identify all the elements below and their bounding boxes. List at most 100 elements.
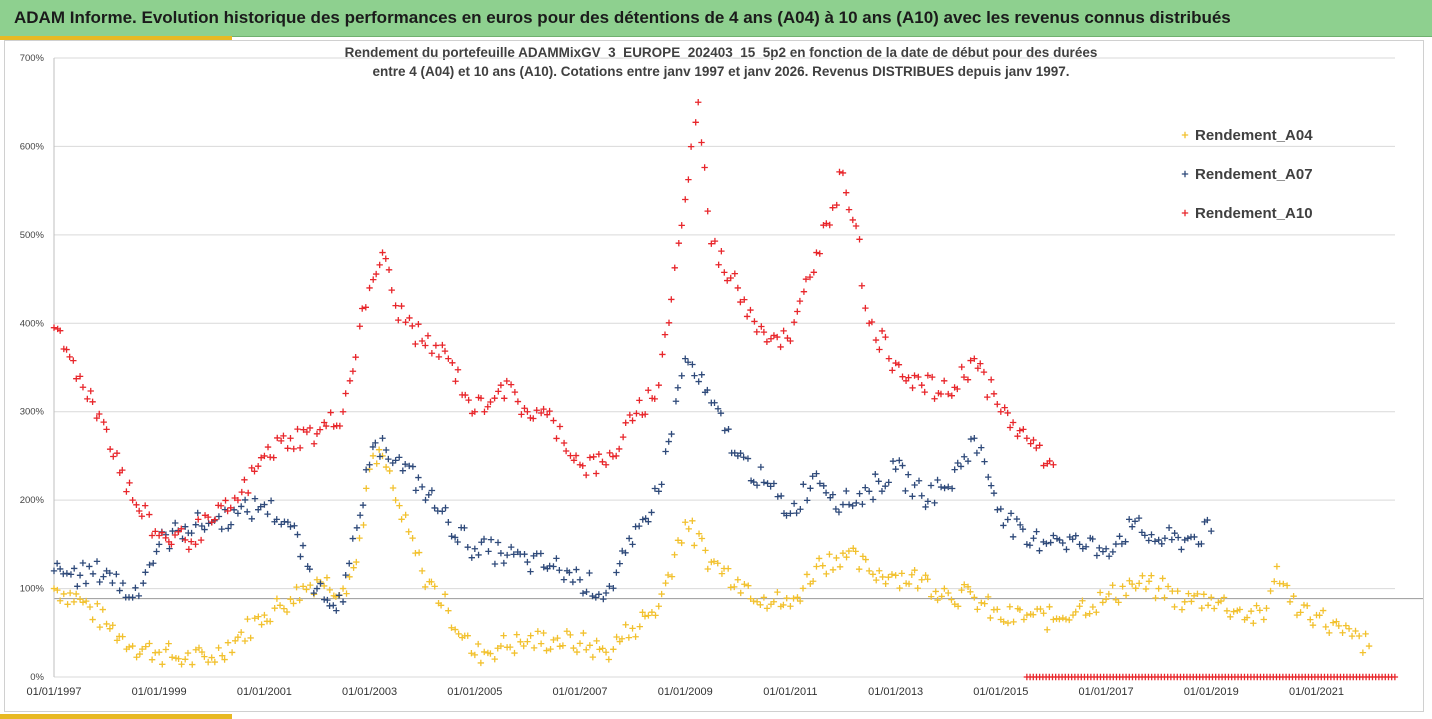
data-point bbox=[622, 419, 629, 427]
data-point bbox=[511, 388, 519, 396]
data-point bbox=[330, 423, 337, 430]
data-point bbox=[815, 555, 823, 562]
data-point bbox=[182, 656, 189, 663]
data-point bbox=[964, 583, 972, 591]
data-point bbox=[751, 318, 758, 325]
data-point bbox=[928, 373, 936, 381]
data-point bbox=[905, 374, 912, 381]
data-point bbox=[931, 395, 938, 402]
data-point bbox=[518, 411, 525, 418]
data-point bbox=[570, 644, 577, 652]
data-point bbox=[527, 632, 534, 639]
data-point bbox=[155, 541, 163, 548]
data-point bbox=[1006, 603, 1014, 610]
chart-area: Rendement du portefeuille ADAMMixGV_3_EU… bbox=[4, 40, 1424, 712]
data-point bbox=[770, 598, 778, 605]
data-point bbox=[833, 201, 840, 209]
accent-bar-bottom bbox=[0, 714, 232, 719]
data-point bbox=[481, 648, 488, 656]
data-point bbox=[165, 640, 172, 647]
data-point bbox=[109, 622, 116, 629]
data-point bbox=[211, 516, 219, 523]
data-point bbox=[491, 560, 499, 568]
data-point bbox=[619, 547, 626, 555]
data-point bbox=[79, 559, 87, 567]
data-point bbox=[100, 418, 107, 426]
data-point bbox=[790, 595, 797, 602]
data-point bbox=[296, 596, 303, 604]
data-point bbox=[595, 591, 603, 598]
data-point bbox=[668, 573, 676, 580]
data-point bbox=[273, 595, 281, 602]
data-point bbox=[1004, 409, 1011, 417]
data-point bbox=[297, 553, 304, 560]
data-point bbox=[530, 644, 538, 652]
data-point bbox=[689, 361, 696, 368]
data-point bbox=[299, 542, 307, 549]
data-point bbox=[1135, 514, 1143, 522]
data-point bbox=[651, 485, 659, 492]
data-point bbox=[96, 410, 103, 418]
data-point bbox=[96, 578, 103, 586]
data-point bbox=[1185, 590, 1192, 597]
data-point bbox=[1190, 592, 1198, 600]
data-point bbox=[287, 523, 294, 530]
data-point bbox=[284, 518, 292, 526]
data-point bbox=[395, 316, 402, 324]
data-point bbox=[230, 506, 238, 513]
data-point bbox=[1069, 611, 1077, 619]
data-point bbox=[911, 481, 918, 489]
data-point bbox=[465, 396, 472, 404]
data-point bbox=[320, 582, 328, 590]
data-point bbox=[562, 447, 570, 455]
data-point bbox=[836, 563, 844, 571]
data-point bbox=[1102, 595, 1110, 603]
data-point bbox=[856, 236, 863, 243]
x-tick-label: 01/01/2021 bbox=[1289, 686, 1344, 698]
data-point bbox=[435, 353, 443, 361]
data-point bbox=[556, 567, 563, 574]
y-tick-label: 600% bbox=[20, 141, 45, 152]
data-point bbox=[994, 401, 1001, 408]
data-point bbox=[582, 471, 590, 479]
data-point bbox=[439, 508, 446, 515]
legend-marker-Rendement_A10 bbox=[1181, 209, 1189, 217]
x-tick-label: 01/01/1999 bbox=[132, 686, 187, 698]
data-point bbox=[306, 424, 314, 432]
data-point bbox=[497, 381, 505, 389]
data-point bbox=[382, 446, 390, 454]
data-point bbox=[889, 367, 896, 374]
data-point bbox=[452, 378, 459, 385]
data-point bbox=[704, 207, 711, 215]
data-point bbox=[300, 426, 307, 433]
data-point bbox=[392, 302, 399, 309]
data-point bbox=[251, 495, 259, 502]
data-point bbox=[1072, 532, 1079, 539]
data-point bbox=[449, 359, 456, 367]
data-point bbox=[50, 324, 58, 331]
data-point bbox=[1339, 629, 1346, 636]
data-point bbox=[86, 563, 93, 570]
data-point bbox=[310, 440, 318, 447]
data-point bbox=[1188, 598, 1195, 605]
data-point bbox=[1194, 590, 1201, 598]
data-point bbox=[431, 504, 438, 512]
data-point bbox=[448, 533, 455, 540]
data-point bbox=[698, 139, 705, 146]
data-point bbox=[852, 222, 860, 230]
data-point bbox=[287, 595, 294, 603]
data-point bbox=[385, 455, 392, 463]
data-point bbox=[1309, 622, 1317, 629]
data-point bbox=[622, 549, 629, 557]
data-point bbox=[764, 480, 771, 487]
data-point bbox=[793, 509, 800, 517]
data-point bbox=[1171, 530, 1178, 537]
data-point bbox=[244, 508, 251, 516]
data-point bbox=[727, 274, 734, 282]
data-point bbox=[274, 434, 281, 442]
data-point bbox=[296, 444, 304, 452]
data-point bbox=[194, 516, 202, 523]
data-point bbox=[763, 605, 771, 612]
data-point bbox=[662, 579, 669, 587]
data-point bbox=[1247, 608, 1255, 615]
